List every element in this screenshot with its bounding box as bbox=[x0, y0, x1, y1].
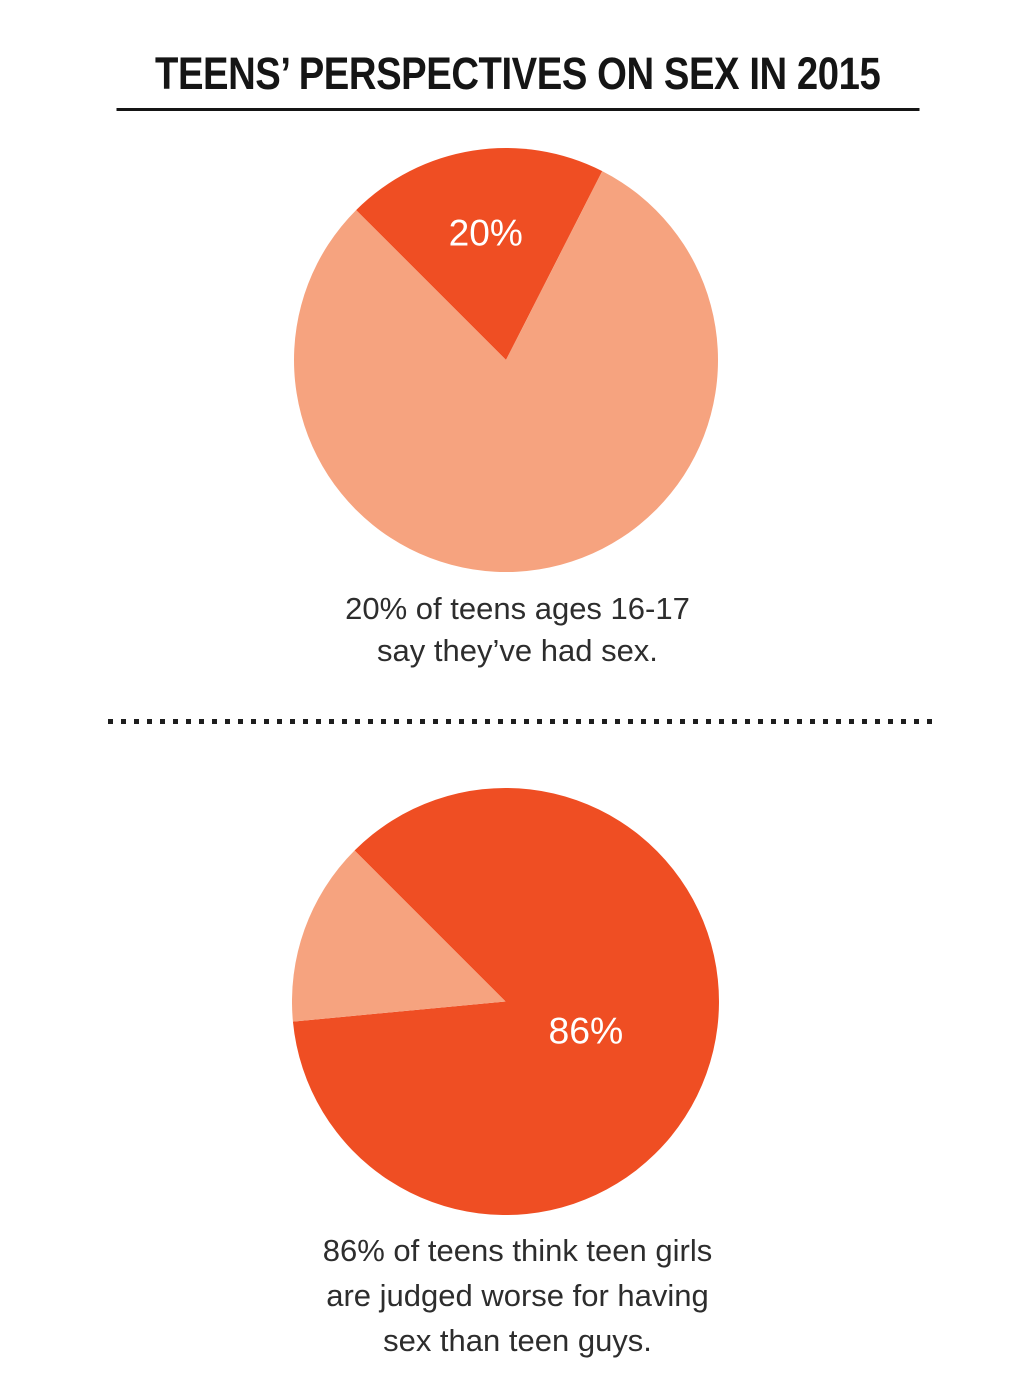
pie-slice-1 bbox=[294, 171, 718, 572]
pie-slice-label: 86% bbox=[548, 1009, 623, 1051]
pie-slice-0 bbox=[356, 148, 603, 360]
pie-slice-label: 20% bbox=[449, 211, 523, 253]
pie-caption-teens-had-sex: 20% of teens ages 16-17 say they’ve had … bbox=[345, 591, 690, 668]
header: TEENS’ PERSPECTIVES ON SEX IN 2015 bbox=[0, 48, 1035, 100]
pie-chart-girls-judged-worse: 86% bbox=[292, 788, 719, 1215]
dotted-divider bbox=[108, 719, 932, 724]
title-underline bbox=[116, 108, 919, 111]
pie-caption-girls-judged-worse: 86% of teens think teen girls are judged… bbox=[322, 1233, 713, 1358]
pie-slice-0 bbox=[292, 788, 719, 1215]
page-title: TEENS’ PERSPECTIVES ON SEX IN 2015 bbox=[154, 48, 881, 99]
pie-chart-teens-had-sex: 20% bbox=[294, 148, 718, 572]
pie-slice-1 bbox=[292, 850, 506, 1022]
